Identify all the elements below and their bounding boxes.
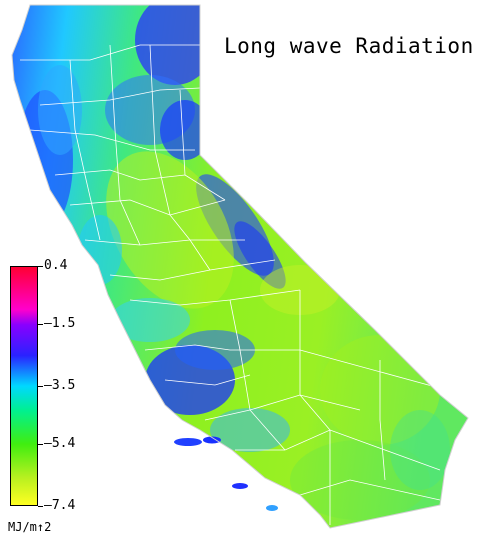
- legend-tick-mark: [38, 444, 43, 445]
- units-label: MJ/m↑2: [8, 520, 52, 534]
- legend-tick-label: –7.4: [44, 498, 76, 513]
- legend-tick-mark: [38, 506, 43, 507]
- map-title: Long wave Radiation: [224, 34, 474, 58]
- legend-tick-label: –1.5: [44, 316, 76, 331]
- legend-tick-label: –5.4: [44, 436, 76, 451]
- channel-islands: [174, 436, 278, 511]
- legend-tick-label: 0.4: [44, 258, 68, 273]
- legend-tick-mark: [38, 386, 43, 387]
- legend-tick-mark: [38, 324, 43, 325]
- county-lines: [20, 44, 466, 525]
- legend-tick-label: –3.5: [44, 378, 76, 393]
- legend-tick-mark: [38, 266, 43, 267]
- color-scale-bar: [10, 266, 38, 506]
